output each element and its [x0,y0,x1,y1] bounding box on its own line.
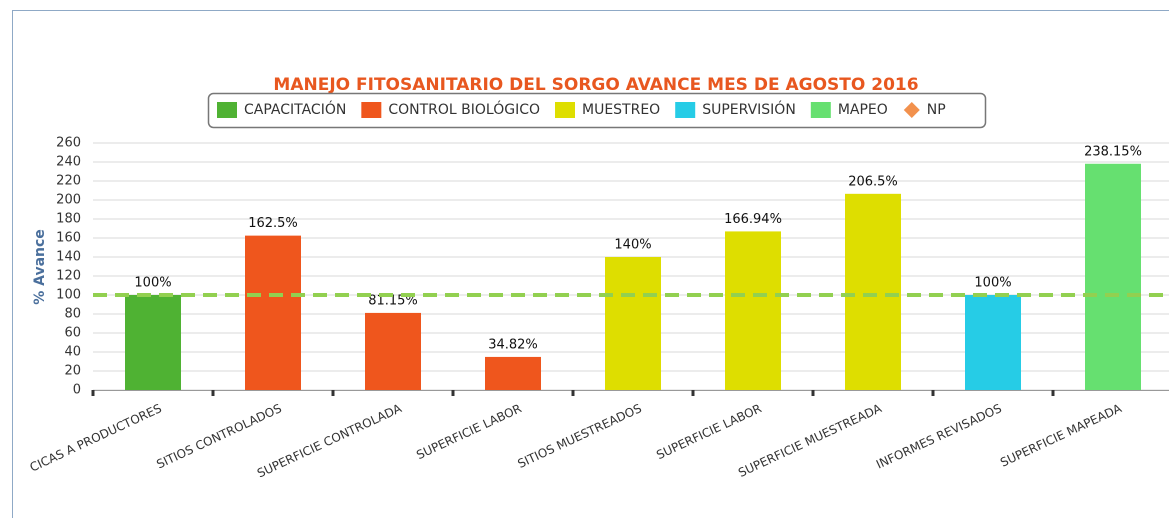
legend-swatch [810,102,831,118]
y-tick-label: 200 [56,193,81,208]
bar [1085,163,1141,390]
y-tick-label: 80 [64,307,81,322]
legend-label: MAPEO [838,102,888,118]
legend-label: MUESTREO [582,102,660,118]
legend-label: CAPACITACIÓN [244,100,346,118]
legend-label: SUPERVISIÓN [702,100,796,118]
value-label: 140% [614,238,651,253]
value-label: 166.94% [724,212,782,227]
y-tick-label: 260 [56,136,81,151]
legend-swatch [217,102,237,118]
y-tick-label: 100 [56,288,81,303]
legend-swatch [361,102,382,118]
bar [725,231,781,390]
bar [365,312,421,390]
y-tick-label: 160 [56,231,81,246]
bar [485,356,541,390]
bar [125,295,181,390]
value-label: 34.82% [488,337,538,352]
y-tick-label: 60 [64,326,81,341]
legend-swatch [555,102,575,118]
legend-swatch [675,102,696,118]
value-label: 81.15% [368,293,418,308]
y-tick-label: 0 [73,383,81,398]
legend-label: CONTROL BIOLÓGICO [388,100,540,118]
value-label: 238.15% [1084,144,1142,159]
legend-marker [903,102,920,118]
bar [845,193,901,390]
y-tick-label: 120 [56,269,81,284]
bar [605,257,661,390]
y-tick-label: 220 [56,174,81,189]
y-tick-label: 240 [56,155,81,170]
value-label: 162.5% [248,216,298,231]
value-label: 100% [134,276,171,291]
legend-box [207,92,987,129]
y-tick-label: 180 [56,212,81,227]
bar [965,295,1021,390]
y-axis-label: % Avance [32,229,48,305]
value-label: 100% [974,276,1011,291]
y-tick-label: 140 [56,250,81,265]
bar [245,235,301,390]
value-label: 206.5% [848,174,898,189]
legend-label: NP [927,102,946,118]
y-tick-label: 20 [64,364,81,379]
chart-title: MANEJO FITOSANITARIO DEL SORGO AVANCE ME… [273,75,918,95]
y-tick-label: 40 [64,345,81,360]
